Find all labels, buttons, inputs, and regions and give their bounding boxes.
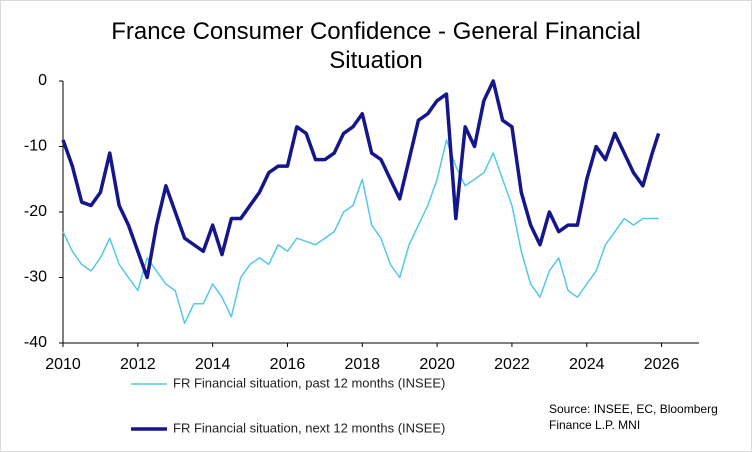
x-tick-label: 2012 (120, 356, 156, 373)
y-tick-label: -40 (24, 334, 47, 351)
x-tick-label: 2010 (45, 356, 81, 373)
source-note: Source: INSEE, EC, Bloomberg Finance L.P… (549, 402, 718, 432)
y-tick-label: -30 (24, 269, 47, 286)
legend-label: FR Financial situation, past 12 months (… (173, 375, 445, 390)
x-tick-label: 2020 (419, 356, 455, 373)
y-tick-label: -10 (24, 138, 47, 155)
legend-label: FR Financial situation, next 12 months (… (173, 420, 445, 435)
x-tick-label: 2022 (494, 356, 530, 373)
y-tick-label: 0 (38, 72, 47, 89)
x-tick-label: 2014 (195, 356, 231, 373)
x-tick-label: 2026 (644, 356, 680, 373)
x-tick-label: 2018 (344, 356, 380, 373)
series-line (62, 139, 659, 325)
x-tick-label: 2024 (569, 356, 605, 373)
chart-title: France Consumer Confidence - General Fin… (111, 18, 641, 74)
y-tick-label: -20 (24, 203, 47, 220)
x-tick-label: 2016 (270, 356, 306, 373)
series-line (61, 79, 661, 280)
